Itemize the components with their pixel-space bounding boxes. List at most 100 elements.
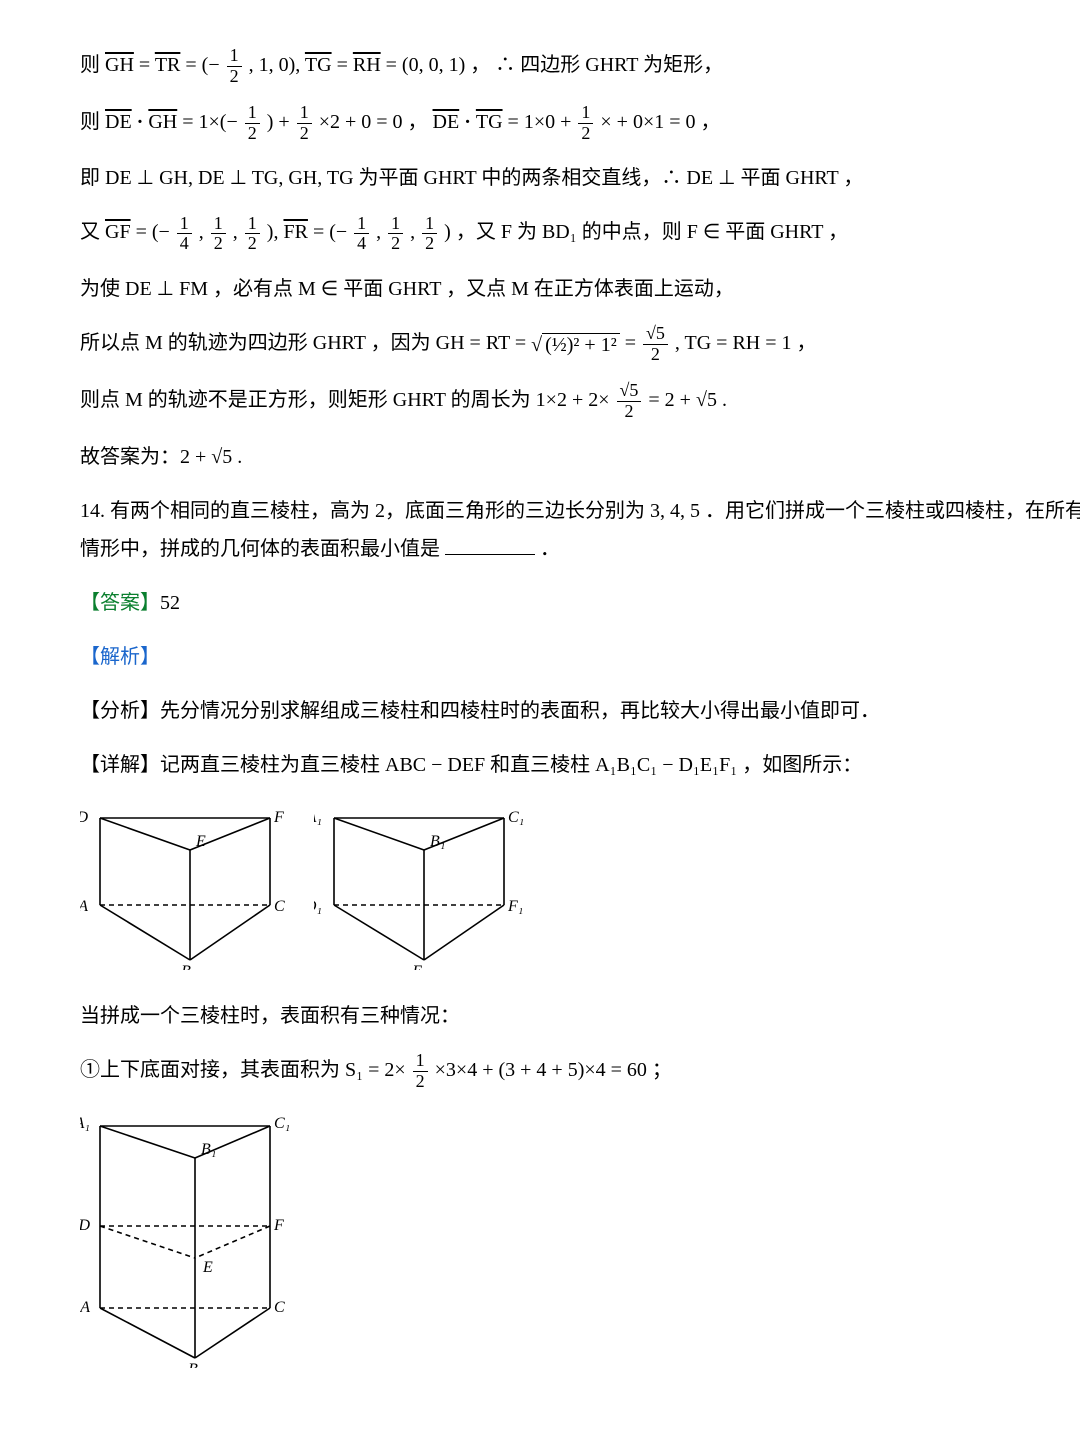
txt: = <box>625 332 641 354</box>
dot: · <box>464 111 476 133</box>
prism-stack: A₁C₁B₁DFEACB <box>80 1108 290 1368</box>
xiangjie-label: 【详解】 <box>80 754 160 776</box>
txt: ) + <box>267 111 295 133</box>
den: 2 <box>422 234 437 254</box>
analysis-label: 【解析】 <box>80 646 160 668</box>
den: 2 <box>643 345 668 365</box>
den: 2 <box>297 124 312 144</box>
frac: 14 <box>177 214 192 255</box>
prism-right: A₁C₁B₁D₁F₁E₁ <box>314 800 524 970</box>
svg-text:E: E <box>195 833 206 850</box>
txt: 又 <box>80 221 100 243</box>
num: 1 <box>422 214 437 235</box>
vec-DE: DE <box>105 111 132 133</box>
txt: 则点 M 的轨迹不是正方形，则矩形 GHRT 的周长为 1×2 + 2× <box>80 389 610 411</box>
num: 1 <box>388 214 403 235</box>
fenxi-label: 【分析】 <box>80 700 160 722</box>
svg-text:D: D <box>80 1217 90 1234</box>
vec-DE: DE <box>433 111 460 133</box>
svg-text:F: F <box>273 1217 284 1234</box>
math-line-7: 则点 M 的轨迹不是正方形，则矩形 GHRT 的周长为 1×2 + 2× √52… <box>80 381 1080 422</box>
txt: , <box>410 221 420 243</box>
frac: 14 <box>354 214 369 255</box>
after-diagram-1: 当拼成一个三棱柱时，表面积有三种情况： <box>80 997 1080 1035</box>
frac: 12 <box>245 103 260 144</box>
prism-left: DFEACB <box>80 800 290 970</box>
svg-text:F₁: F₁ <box>507 898 523 915</box>
frac: √52 <box>643 324 668 365</box>
den: 2 <box>245 124 260 144</box>
fenxi-text: 先分情况分别求解组成三棱柱和四棱柱时的表面积，再比较大小得出最小值即可． <box>160 700 880 722</box>
frac: √52 <box>617 381 642 422</box>
frac: 12 <box>413 1051 428 1092</box>
den: 4 <box>354 234 369 254</box>
num: √5 <box>617 381 642 402</box>
num: 1 <box>211 214 226 235</box>
frac: 12 <box>422 214 437 255</box>
txt: , <box>376 221 386 243</box>
radicand: (½)² + 1² <box>542 333 620 356</box>
svg-text:F: F <box>273 809 284 826</box>
txt: , <box>233 221 243 243</box>
math-line-2: 则 DE · GH = 1×(− 12 ) + 12 ×2 + 0 = 0 ， … <box>80 103 1080 144</box>
den: 4 <box>177 234 192 254</box>
sqrt: √(½)² + 1² <box>531 326 620 364</box>
fenxi-row: 【分析】先分情况分别求解组成三棱柱和四棱柱时的表面积，再比较大小得出最小值即可． <box>80 692 1080 730</box>
txt: 则 <box>80 111 105 133</box>
case-1: ①上下底面对接，其表面积为 S₁ = 2× 12 ×3×4 + (3 + 4 +… <box>80 1051 1080 1092</box>
txt: = <box>337 54 353 76</box>
vec-FR: FR <box>283 221 307 243</box>
answer-label: 【答案】 <box>80 592 160 614</box>
frac: 12 <box>211 214 226 255</box>
txt: ①上下底面对接，其表面积为 S₁ = 2× <box>80 1059 406 1081</box>
vec-GH: GH <box>148 111 177 133</box>
txt: , <box>199 221 209 243</box>
svg-text:A₁: A₁ <box>314 809 322 826</box>
den: 2 <box>211 234 226 254</box>
txt: ), <box>267 221 284 243</box>
answer-value: 52 <box>160 592 180 614</box>
math-line-8: 故答案为：2 + √5 . <box>80 438 1080 476</box>
math-line-3: 即 DE ⊥ GH, DE ⊥ TG, GH, TG 为平面 GHRT 中的两条… <box>80 159 1080 197</box>
num: 1 <box>578 103 593 124</box>
den: 2 <box>578 124 593 144</box>
dot: · <box>137 111 149 133</box>
txt: ) ，又 F 为 BD₁ 的中点，则 F ∈ 平面 GHRT ， <box>444 221 848 243</box>
txt: = 2 + √5 . <box>648 389 727 411</box>
xiangjie-row: 【详解】记两直三棱柱为直三棱柱 ABC − DEF 和直三棱柱 A₁B₁C₁ −… <box>80 746 1080 784</box>
vec-GH: GH <box>105 54 134 76</box>
txt: = (− <box>136 221 170 243</box>
vec-TG: TG <box>305 54 332 76</box>
math-line-4: 又 GF = (− 14 , 12 , 12 ), FR = (− 14 , 1… <box>80 213 1080 254</box>
txt: = (− <box>313 221 347 243</box>
txt: = (− <box>185 54 219 76</box>
num: 1 <box>227 46 242 67</box>
diagram-row-2: A₁C₁B₁DFEACB <box>80 1108 1080 1379</box>
question-14: 14. 有两个相同的直三棱柱，高为 2，底面三角形的三边长分别为 3, 4, 5… <box>80 492 1080 568</box>
svg-text:C₁: C₁ <box>508 809 524 826</box>
txt: = <box>139 54 155 76</box>
num: 1 <box>245 214 260 235</box>
analysis-row: 【解析】 <box>80 638 1080 676</box>
svg-text:A₁: A₁ <box>80 1115 90 1132</box>
svg-text:A: A <box>80 1299 90 1316</box>
svg-text:B: B <box>188 1361 198 1368</box>
num: √5 <box>643 324 668 345</box>
vec-GF: GF <box>105 221 131 243</box>
svg-text:D₁: D₁ <box>314 898 322 915</box>
den: 2 <box>617 402 642 422</box>
txt: = (0, 0, 1) ， ∴ 四边形 GHRT 为矩形， <box>386 54 723 76</box>
txt: = 1×(− <box>182 111 238 133</box>
svg-text:B₁: B₁ <box>201 1141 216 1158</box>
num: 1 <box>354 214 369 235</box>
svg-text:B: B <box>181 963 191 970</box>
svg-text:D: D <box>80 809 88 826</box>
svg-text:C: C <box>274 1299 285 1316</box>
frac: 12 <box>245 214 260 255</box>
txt: ×3×4 + (3 + 4 + 5)×4 = 60 ； <box>435 1059 672 1081</box>
vec-TR: TR <box>155 54 181 76</box>
vec-RH: RH <box>353 54 381 76</box>
frac: 12 <box>388 214 403 255</box>
math-line-6: 所以点 M 的轨迹为四边形 GHRT ，因为 GH = RT = √(½)² +… <box>80 324 1080 365</box>
txt: 则 <box>80 54 105 76</box>
